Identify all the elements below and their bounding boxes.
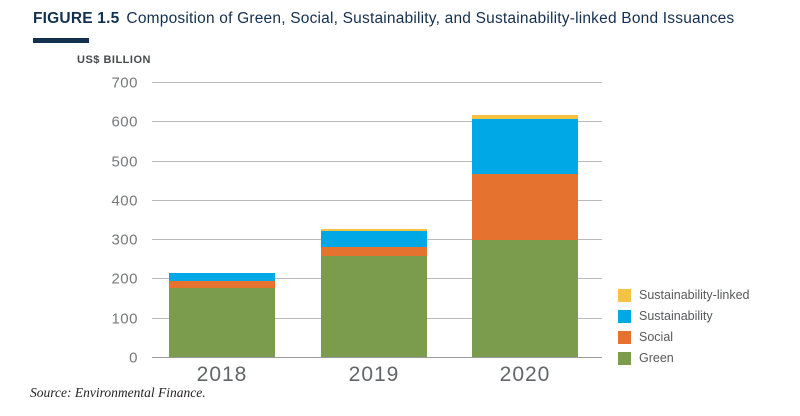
figure-label: FIGURE 1.5 xyxy=(33,10,120,27)
title-underline-rule xyxy=(33,38,89,43)
legend-swatch-green xyxy=(618,351,631,365)
source-note: Source: Environmental Finance. xyxy=(30,385,206,400)
legend-item-green: Green xyxy=(618,351,749,365)
x-axis-label-2020: 2020 xyxy=(499,363,551,386)
y-tick-label-0: 0 xyxy=(129,349,138,367)
y-axis-tick-labels: 0 100 200 300 400 500 600 700 xyxy=(60,75,145,367)
gridline-600 xyxy=(152,121,602,123)
legend-item-social: Social xyxy=(618,330,749,344)
legend-item-sustainability: Sustainability xyxy=(618,309,749,323)
y-axis-unit-label: US$ BILLION xyxy=(77,54,151,66)
figure-title: FIGURE 1.5 Composition of Green, Social, … xyxy=(33,10,734,28)
bar-segment-green-2020 xyxy=(472,239,578,357)
bar-segment-sustainability-2018 xyxy=(169,272,275,281)
gridline-400 xyxy=(152,199,602,201)
y-tick-label-400: 400 xyxy=(111,192,138,210)
y-tick-label-700: 700 xyxy=(111,74,138,92)
bar-segment-sustainability-2020 xyxy=(472,119,578,174)
x-axis-label-2018: 2018 xyxy=(196,363,248,386)
legend-swatch-sustainability xyxy=(618,309,631,323)
legend-label-green: Green xyxy=(639,351,674,365)
y-tick-label-200: 200 xyxy=(111,270,138,288)
bar-segment-social-2018 xyxy=(169,280,275,288)
figure-title-text: Composition of Green, Social, Sustainabi… xyxy=(126,10,735,27)
legend-swatch-social xyxy=(618,330,631,344)
bar-segment-sustainability-linked-2019 xyxy=(321,228,427,231)
y-tick-label-300: 300 xyxy=(111,231,138,249)
legend-label-sustainability-linked: Sustainability-linked xyxy=(639,288,750,302)
bar-2019 xyxy=(321,228,427,357)
bar-2020 xyxy=(472,115,578,357)
legend-swatch-sustainability-linked xyxy=(618,288,631,302)
y-tick-label-600: 600 xyxy=(111,113,138,131)
legend-item-sustainability-linked: Sustainability-linked xyxy=(618,288,749,302)
bar-segment-social-2020 xyxy=(472,173,578,240)
bar-segment-sustainability-linked-2020 xyxy=(472,115,578,120)
bar-2018 xyxy=(169,272,275,357)
bar-segment-social-2019 xyxy=(321,247,427,257)
y-tick-label-500: 500 xyxy=(111,153,138,171)
bar-segment-green-2019 xyxy=(321,256,427,357)
bar-segment-sustainability-2019 xyxy=(321,230,427,248)
legend-label-sustainability: Sustainability xyxy=(639,309,713,323)
legend-label-social: Social xyxy=(639,330,674,344)
x-axis-label-2019: 2019 xyxy=(348,363,400,386)
chart-legend: Sustainability-linked Sustainability Socia… xyxy=(618,288,749,365)
bar-segment-green-2018 xyxy=(169,287,275,357)
gridline-500 xyxy=(152,160,602,162)
y-tick-label-100: 100 xyxy=(111,310,138,328)
gridline-0 xyxy=(152,357,602,358)
gridline-700 xyxy=(152,82,602,83)
plot-area xyxy=(152,82,602,358)
